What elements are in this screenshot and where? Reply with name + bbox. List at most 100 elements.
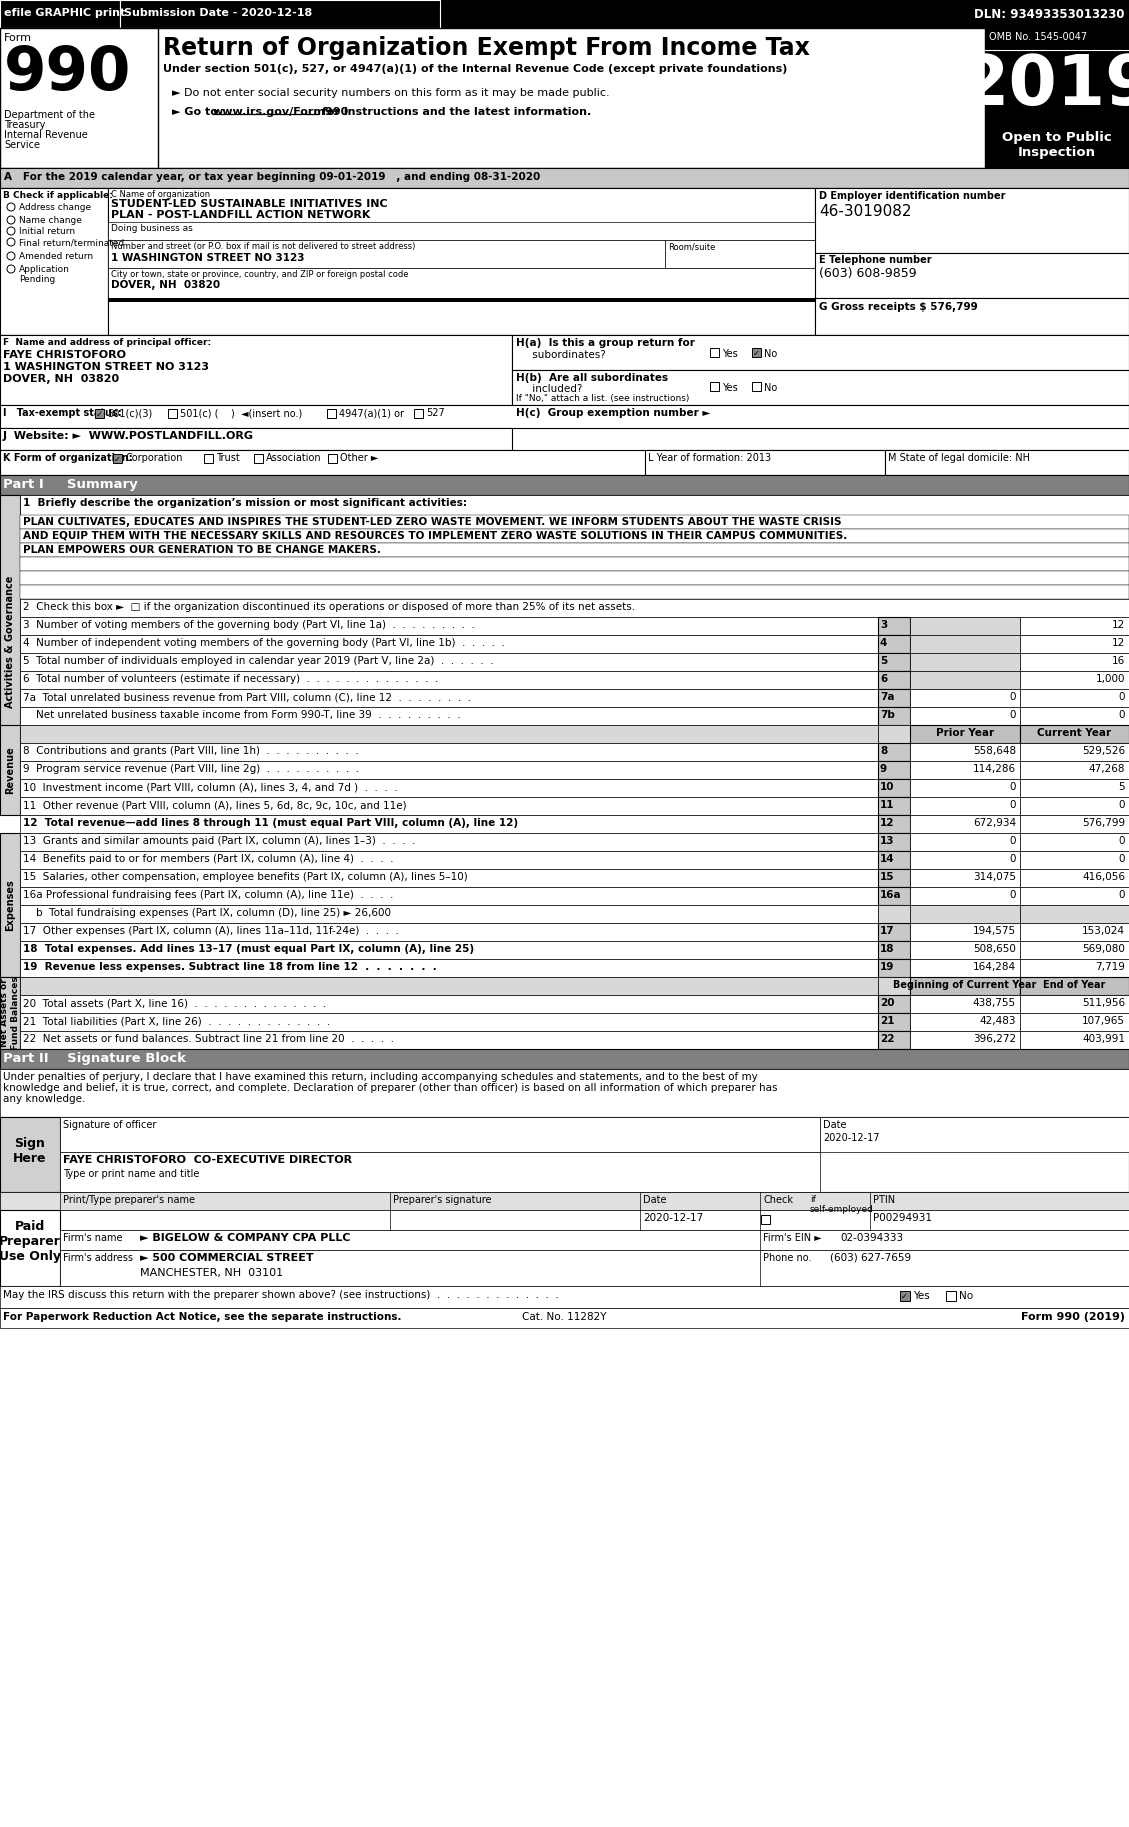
Bar: [878, 707, 910, 725]
Bar: [20, 585, 1129, 599]
Bar: [878, 725, 910, 744]
Text: 7a  Total unrelated business revenue from Part VIII, column (C), line 12  .  .  : 7a Total unrelated business revenue from…: [23, 692, 471, 702]
Text: 02-0394333: 02-0394333: [840, 1233, 903, 1242]
Bar: [0, 1209, 1129, 1230]
Bar: [910, 778, 1019, 797]
Bar: [752, 382, 761, 391]
Bar: [0, 188, 108, 334]
Text: Number and street (or P.O. box if mail is not delivered to street address): Number and street (or P.O. box if mail i…: [111, 241, 415, 250]
Text: PLAN CULTIVATES, EDUCATES AND INSPIRES THE STUDENT-LED ZERO WASTE MOVEMENT. WE I: PLAN CULTIVATES, EDUCATES AND INSPIRES T…: [23, 517, 841, 526]
Bar: [414, 409, 423, 418]
Text: 0: 0: [1119, 853, 1124, 864]
Text: 12: 12: [1112, 619, 1124, 630]
Bar: [20, 886, 878, 904]
Text: 501(c)(3): 501(c)(3): [107, 407, 152, 418]
Bar: [910, 725, 1019, 744]
Bar: [20, 797, 878, 815]
Text: FAYE CHRISTOFORO: FAYE CHRISTOFORO: [3, 351, 126, 360]
Text: 12  Total revenue—add lines 8 through 11 (must equal Part VIII, column (A), line: 12 Total revenue—add lines 8 through 11 …: [23, 818, 518, 828]
Text: ✓: ✓: [114, 455, 121, 464]
Bar: [910, 1030, 1019, 1049]
Bar: [20, 941, 878, 959]
Bar: [878, 689, 910, 707]
Text: Address change: Address change: [19, 203, 91, 212]
Bar: [1019, 996, 1129, 1012]
Bar: [984, 128, 1129, 168]
Text: No: No: [959, 1292, 973, 1301]
Bar: [0, 1069, 1129, 1116]
Bar: [0, 1049, 1129, 1069]
Text: 6  Total number of volunteers (estimate if necessary)  .  .  .  .  .  .  .  .  .: 6 Total number of volunteers (estimate i…: [23, 674, 438, 683]
Bar: [1019, 904, 1129, 923]
Text: 7,719: 7,719: [1095, 963, 1124, 972]
Bar: [878, 923, 910, 941]
Text: 7a: 7a: [879, 692, 894, 702]
Text: 4: 4: [879, 638, 887, 649]
Text: No: No: [764, 384, 777, 393]
Bar: [910, 636, 1019, 652]
Text: FAYE CHRISTOFORO  CO-EXECUTIVE DIRECTOR: FAYE CHRISTOFORO CO-EXECUTIVE DIRECTOR: [63, 1155, 352, 1166]
Text: 19: 19: [879, 963, 894, 972]
Bar: [710, 347, 719, 356]
Bar: [910, 762, 1019, 778]
Bar: [0, 428, 511, 449]
Text: (603) 608-9859: (603) 608-9859: [819, 267, 917, 280]
Bar: [168, 409, 177, 418]
Text: 15  Salaries, other compensation, employee benefits (Part IX, column (A), lines : 15 Salaries, other compensation, employe…: [23, 871, 467, 882]
Text: 20  Total assets (Part X, line 16)  .  .  .  .  .  .  .  .  .  .  .  .  .  .: 20 Total assets (Part X, line 16) . . . …: [23, 998, 326, 1009]
Text: 4947(a)(1) or: 4947(a)(1) or: [339, 407, 404, 418]
Bar: [1019, 851, 1129, 870]
Text: ► BIGELOW & COMPANY CPA PLLC: ► BIGELOW & COMPANY CPA PLLC: [140, 1233, 350, 1242]
Bar: [327, 409, 336, 418]
Text: Check: Check: [763, 1195, 793, 1206]
Text: 14: 14: [879, 853, 894, 864]
Bar: [20, 530, 1129, 543]
Bar: [20, 515, 1129, 530]
Bar: [0, 334, 1129, 406]
Text: 2019: 2019: [960, 51, 1129, 119]
Text: Date: Date: [823, 1120, 847, 1131]
Text: H(b)  Are all subordinates: H(b) Are all subordinates: [516, 373, 668, 384]
Text: 15: 15: [879, 871, 894, 882]
Bar: [0, 495, 20, 789]
Bar: [113, 453, 122, 462]
Text: 0: 0: [1119, 890, 1124, 901]
Bar: [0, 27, 158, 168]
Text: ► Go to: ► Go to: [172, 108, 221, 117]
Bar: [878, 797, 910, 815]
Bar: [1019, 1030, 1129, 1049]
Bar: [946, 1292, 956, 1301]
Text: 2020-12-17: 2020-12-17: [823, 1133, 879, 1144]
Text: 511,956: 511,956: [1082, 998, 1124, 1009]
Text: 22: 22: [879, 1034, 894, 1043]
Circle shape: [7, 216, 15, 225]
Text: Form: Form: [5, 33, 32, 44]
Bar: [1019, 725, 1129, 744]
Text: D Employer identification number: D Employer identification number: [819, 192, 1006, 201]
Text: 0: 0: [1009, 711, 1016, 720]
Bar: [878, 671, 910, 689]
Bar: [20, 618, 878, 636]
Text: 416,056: 416,056: [1082, 871, 1124, 882]
Text: B Check if applicable:: B Check if applicable:: [3, 192, 113, 199]
Text: PTIN: PTIN: [873, 1195, 895, 1206]
Text: P00294931: P00294931: [873, 1213, 933, 1222]
Text: 10  Investment income (Part VIII, column (A), lines 3, 4, and 7d )  .  .  .  .: 10 Investment income (Part VIII, column …: [23, 782, 397, 791]
Text: Final return/terminated: Final return/terminated: [19, 238, 124, 247]
Text: 0: 0: [1009, 837, 1016, 846]
Text: Yes: Yes: [723, 349, 737, 358]
Text: E Telephone number: E Telephone number: [819, 256, 931, 265]
Bar: [1019, 652, 1129, 671]
Bar: [878, 886, 910, 904]
Text: I   Tax-exempt status:: I Tax-exempt status:: [3, 407, 122, 418]
Text: 0: 0: [1009, 853, 1016, 864]
Bar: [0, 1116, 60, 1191]
Text: b  Total fundraising expenses (Part IX, column (D), line 25) ► 26,600: b Total fundraising expenses (Part IX, c…: [23, 908, 391, 917]
Text: 6: 6: [879, 674, 887, 683]
Text: J  Website: ►  WWW.POSTLANDFILL.ORG: J Website: ► WWW.POSTLANDFILL.ORG: [3, 431, 254, 440]
Text: knowledge and belief, it is true, correct, and complete. Declaration of preparer: knowledge and belief, it is true, correc…: [3, 1083, 778, 1093]
Text: MANCHESTER, NH  03101: MANCHESTER, NH 03101: [140, 1268, 283, 1279]
Text: any knowledge.: any knowledge.: [3, 1094, 86, 1104]
Bar: [1019, 689, 1129, 707]
Bar: [885, 449, 1129, 475]
